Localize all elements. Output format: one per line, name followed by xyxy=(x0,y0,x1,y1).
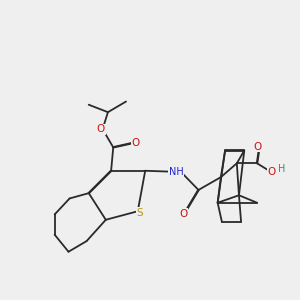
Text: O: O xyxy=(131,138,140,148)
Text: O: O xyxy=(254,142,262,152)
Text: O: O xyxy=(179,209,187,219)
Text: O: O xyxy=(268,167,276,178)
Text: O: O xyxy=(97,124,105,134)
Text: NH: NH xyxy=(169,167,184,177)
Text: S: S xyxy=(136,208,143,218)
Text: H: H xyxy=(278,164,286,174)
